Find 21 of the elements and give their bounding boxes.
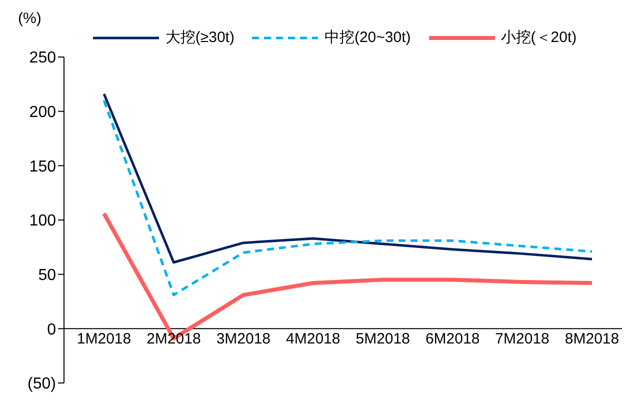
- x-tick-label: 1M2018: [76, 330, 132, 348]
- x-tick-label: 4M2018: [286, 330, 340, 348]
- y-tick-label: 50: [38, 267, 56, 284]
- x-tick-label: 2M2018: [146, 330, 201, 348]
- y-tick-label: 150: [29, 158, 56, 176]
- x-tick-label: 8M2018: [564, 330, 620, 348]
- y-tick-label: 200: [29, 104, 56, 122]
- y-axis-title: (%): [18, 10, 42, 27]
- y-tick-label: (50): [28, 376, 56, 393]
- x-tick-label: 5M2018: [356, 330, 410, 348]
- y-tick-label: 0: [47, 321, 56, 338]
- x-tick-label: 6M2018: [425, 330, 480, 348]
- legend-label: 大挖(≥30t): [165, 28, 234, 47]
- x-tick-label: 3M2018: [216, 330, 271, 348]
- line-series: [102, 92, 594, 264]
- legend-label: 小挖(＜20t): [500, 28, 577, 47]
- y-tick-label: 250: [29, 50, 56, 67]
- y-tick-label: 100: [29, 212, 56, 230]
- x-tick-label: 7M2018: [495, 330, 550, 348]
- line-series: [102, 99, 594, 296]
- legend-label: 中挖(20~30t): [324, 28, 411, 47]
